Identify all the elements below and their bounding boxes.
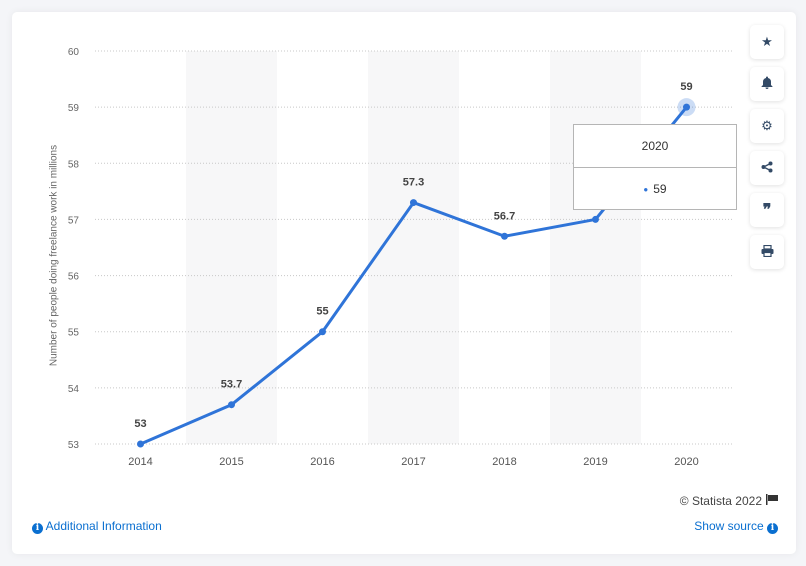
y-axis-label: Number of people doing freelance work in… (48, 144, 60, 367)
data-label: 56.7 (494, 210, 515, 222)
flag-icon[interactable] (766, 494, 778, 508)
y-tick-label: 56 (68, 272, 80, 283)
data-point[interactable] (592, 215, 599, 223)
y-tick-label: 53 (68, 440, 80, 451)
star-icon: ★ (761, 34, 773, 49)
x-tick-label: 2014 (128, 456, 152, 468)
y-tick-label: 55 (68, 328, 80, 339)
settings-button[interactable]: ⚙ (750, 109, 784, 143)
data-label: 53 (134, 418, 146, 430)
y-tick-label: 59 (68, 103, 80, 114)
data-point[interactable] (319, 328, 326, 336)
printer-icon (761, 244, 774, 260)
y-tick-label: 58 (68, 159, 80, 170)
tooltip-title: 2020 (574, 125, 736, 168)
additional-information-link[interactable]: i Additional Information (32, 519, 162, 534)
copyright: © Statista 2022 (680, 494, 778, 508)
share-icon (761, 161, 773, 176)
x-tick-label: 2020 (674, 456, 698, 468)
column-band (550, 51, 641, 444)
info-icon: i (767, 523, 778, 534)
share-button[interactable] (750, 151, 784, 185)
data-point[interactable] (228, 401, 235, 409)
tooltip-value: 59 (653, 182, 667, 196)
cite-button[interactable]: ❞ (750, 193, 784, 227)
data-label: 59 (680, 81, 692, 93)
x-tick-label: 2019 (583, 456, 607, 468)
series-dot-icon: ● (643, 184, 649, 194)
x-tick-label: 2017 (401, 456, 425, 468)
data-label: 55 (316, 306, 328, 318)
info-icon: i (32, 523, 43, 534)
x-tick-label: 2018 (492, 456, 516, 468)
gear-icon: ⚙ (761, 118, 773, 133)
y-tick-label: 60 (68, 47, 80, 58)
data-label: 57.3 (403, 177, 424, 189)
x-tick-label: 2015 (219, 456, 243, 468)
data-point[interactable] (137, 440, 144, 448)
favorite-button[interactable]: ★ (750, 25, 784, 59)
tooltip: 2020 ● 59 (573, 124, 737, 210)
data-point[interactable] (410, 199, 417, 207)
data-label: 53.7 (221, 379, 242, 391)
y-tick-label: 57 (68, 215, 80, 226)
show-source-link[interactable]: Show source i (694, 519, 778, 534)
y-tick-label: 54 (68, 384, 80, 395)
notification-button[interactable] (750, 67, 784, 101)
bell-icon (761, 76, 773, 92)
quote-icon: ❞ (762, 202, 772, 219)
data-point[interactable] (683, 103, 690, 111)
print-button[interactable] (750, 235, 784, 269)
x-tick-label: 2016 (310, 456, 334, 468)
data-point[interactable] (501, 232, 508, 240)
